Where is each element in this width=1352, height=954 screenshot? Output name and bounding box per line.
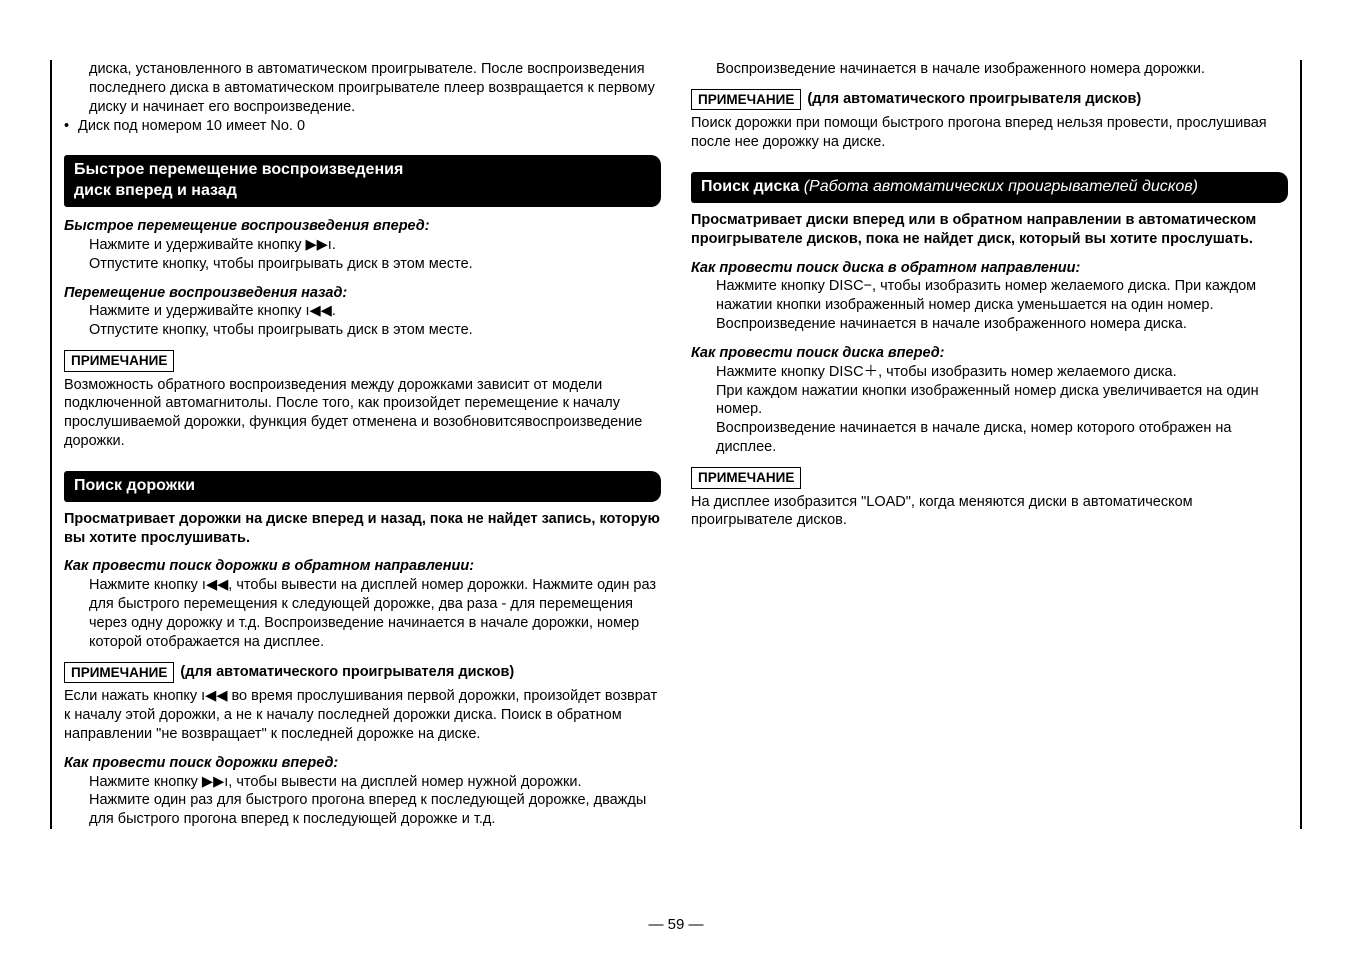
note-body-1: Возможность обратного воспроизведения ме… [64,376,661,451]
note-label-1: ПРИМЕЧАНИЕ [64,350,174,372]
sub3-body: Нажмите кнопку ı◀◀, чтобы вывести на дис… [64,576,661,651]
section-disc-search: Поиск диска (Работа автоматических проиг… [691,172,1288,203]
sub6-line2: При каждом нажатии кнопки изображенный н… [691,382,1288,420]
subhead-disc-back: Как провести поиск диска в обратном напр… [691,259,1288,278]
intro-bullet-text: Диск под номером 10 имеет No. 0 [78,117,305,136]
note-body-2: Если нажать кнопку ı◀◀ во время прослуши… [64,687,661,744]
sub1-line1: Нажмите и удерживайте кнопку ▶▶ı. [64,236,661,255]
note-label-2: ПРИМЕЧАНИЕ [64,662,174,684]
left-column: диска, установленного в автоматическом п… [50,60,661,829]
sub4-line2: Нажмите один раз для быстрого прогона вп… [64,791,661,829]
right-column: Воспроизведение начинается в начале изоб… [691,60,1302,829]
sub4-line1: Нажмите кнопку ▶▶ı, чтобы вывести на дис… [64,773,661,792]
disc-search-intro: Просматривает диски вперед или в обратно… [691,211,1288,249]
subhead-track-back: Как провести поиск дорожки в обратном на… [64,557,661,576]
subhead-backward: Перемещение воспроизведения назад: [64,284,661,303]
section-fast-move-l2: диск вперед и назад [74,181,651,202]
page-number: — 59 — [648,915,703,935]
section-fast-move: Быстрое перемещение воспроизведения диск… [64,155,661,207]
subhead-forward: Быстрое перемещение воспроизведения впер… [64,217,661,236]
bar3-b: (Работа автоматических проигрывателей ди… [804,178,1198,195]
note-body-4: На дисплее изобразится "LOAD", когда мен… [691,493,1288,531]
subhead-disc-fwd: Как провести поиск диска вперед: [691,344,1288,363]
intro-bullet: • Диск под номером 10 имеет No. 0 [64,117,661,136]
note-body-3: Поиск дорожки при помощи быстрого прогон… [691,114,1288,152]
note-title-2: (для автоматического проигрывателя диско… [180,663,514,682]
note-label-3: ПРИМЕЧАНИЕ [691,89,801,111]
sub5-line2: Воспроизведение начинается в начале изоб… [691,315,1288,334]
note-label-4: ПРИМЕЧАНИЕ [691,467,801,489]
sub2-line2: Отпустите кнопку, чтобы проигрывать диск… [64,321,661,340]
sub2-line1: Нажмите и удерживайте кнопку ı◀◀. [64,302,661,321]
sub1-line2: Отпустите кнопку, чтобы проигрывать диск… [64,255,661,274]
bar3-a: Поиск диска [701,178,804,195]
section-fast-move-l1: Быстрое перемещение воспроизведения [74,160,651,181]
track-search-intro: Просматривает дорожки на диске вперед и … [64,510,661,548]
right-top-line: Воспроизведение начинается в начале изоб… [691,60,1288,79]
note-title-3: (для автоматического проигрывателя диско… [807,90,1141,109]
section-track-search: Поиск дорожки [64,471,661,502]
subhead-track-fwd: Как провести поиск дорожки вперед: [64,754,661,773]
intro-paragraph: диска, установленного в автоматическом п… [64,60,661,117]
sub6-line3: Воспроизведение начинается в начале диск… [691,419,1288,457]
sub5-line1: Нажмите кнопку DISC−, чтобы изобразить н… [691,277,1288,315]
sub6-line1: Нажмите кнопку DISC＋, чтобы изобразить н… [691,363,1288,382]
